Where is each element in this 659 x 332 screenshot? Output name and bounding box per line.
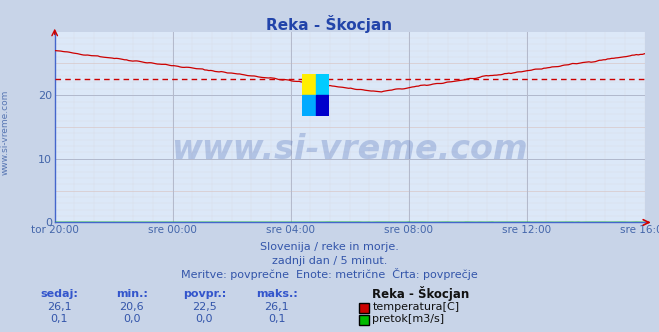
Text: 0,1: 0,1	[51, 314, 68, 324]
Text: 0,1: 0,1	[268, 314, 285, 324]
Text: temperatura[C]: temperatura[C]	[372, 302, 459, 312]
Text: Reka - Škocjan: Reka - Škocjan	[372, 286, 470, 301]
Bar	[316, 74, 329, 95]
Text: Slovenija / reke in morje.: Slovenija / reke in morje.	[260, 242, 399, 252]
Text: pretok[m3/s]: pretok[m3/s]	[372, 314, 444, 324]
Text: Meritve: povprečne  Enote: metrične  Črta: povprečje: Meritve: povprečne Enote: metrične Črta:…	[181, 268, 478, 280]
Text: povpr.:: povpr.:	[183, 289, 226, 299]
Bar	[316, 95, 329, 116]
Text: 26,1: 26,1	[47, 302, 72, 312]
Text: sedaj:: sedaj:	[40, 289, 78, 299]
Text: 26,1: 26,1	[264, 302, 289, 312]
Bar	[302, 74, 316, 95]
Text: 22,5: 22,5	[192, 302, 217, 312]
Text: www.si-vreme.com: www.si-vreme.com	[1, 90, 10, 176]
Text: 0,0: 0,0	[123, 314, 140, 324]
Text: zadnji dan / 5 minut.: zadnji dan / 5 minut.	[272, 256, 387, 266]
Text: min.:: min.:	[116, 289, 148, 299]
Text: Reka - Škocjan: Reka - Škocjan	[266, 15, 393, 33]
Text: 20,6: 20,6	[119, 302, 144, 312]
Text: maks.:: maks.:	[256, 289, 298, 299]
Text: www.si-vreme.com: www.si-vreme.com	[171, 133, 528, 166]
Bar	[302, 95, 316, 116]
Text: 0,0: 0,0	[196, 314, 213, 324]
